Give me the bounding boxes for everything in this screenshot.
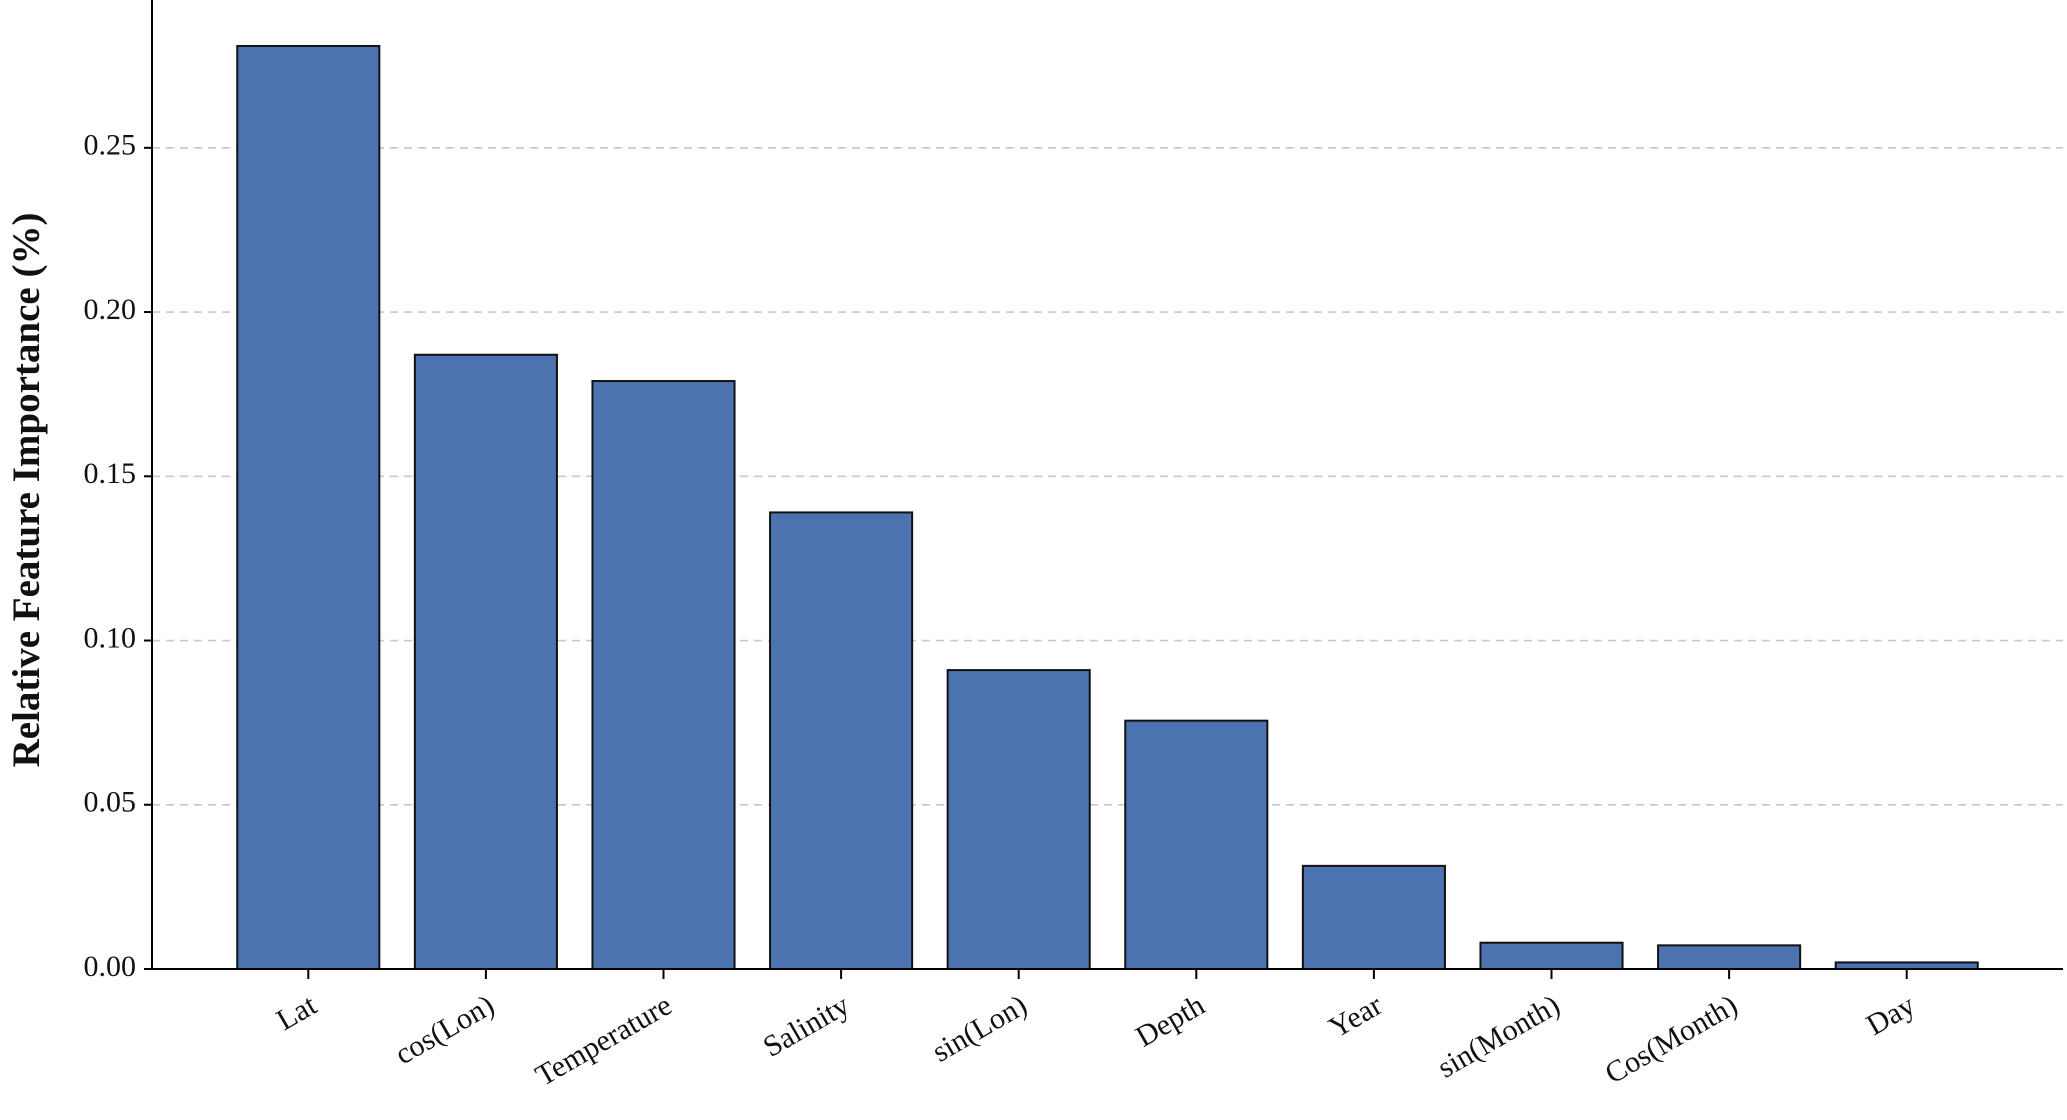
y-tick-label: 0.05: [84, 786, 137, 819]
y-axis-label: Relative Feature Importance (%): [5, 213, 48, 768]
y-tick-label: 0.10: [84, 621, 137, 654]
x-tick-label: Cos(Month): [1599, 988, 1743, 1090]
x-tick-label: sin(Lon): [927, 988, 1033, 1068]
x-tick-label: cos(Lon): [390, 988, 500, 1071]
bar: [236, 44, 381, 970]
bar: [946, 669, 1091, 970]
x-tick-label: Salinity: [758, 988, 855, 1063]
x-tick-label: Lat: [271, 988, 323, 1037]
bar: [1301, 864, 1446, 971]
y-tick-label: 0.20: [84, 293, 137, 326]
bar: [1124, 719, 1269, 970]
x-tick-label: Day: [1861, 988, 1921, 1042]
bar: [413, 353, 558, 970]
x-tick-label: Depth: [1130, 988, 1210, 1053]
y-tick-label: 0.00: [84, 950, 137, 983]
x-tick-label: sin(Month): [1432, 988, 1565, 1084]
bar: [1657, 944, 1802, 971]
x-tick-label: Temperature: [530, 988, 677, 1092]
x-tick-label: Year: [1323, 988, 1387, 1044]
bar: [1479, 941, 1624, 971]
bar: [769, 511, 914, 970]
y-tick-label: 0.25: [84, 129, 137, 162]
bar: [591, 380, 736, 970]
y-tick-label: 0.15: [84, 457, 137, 490]
